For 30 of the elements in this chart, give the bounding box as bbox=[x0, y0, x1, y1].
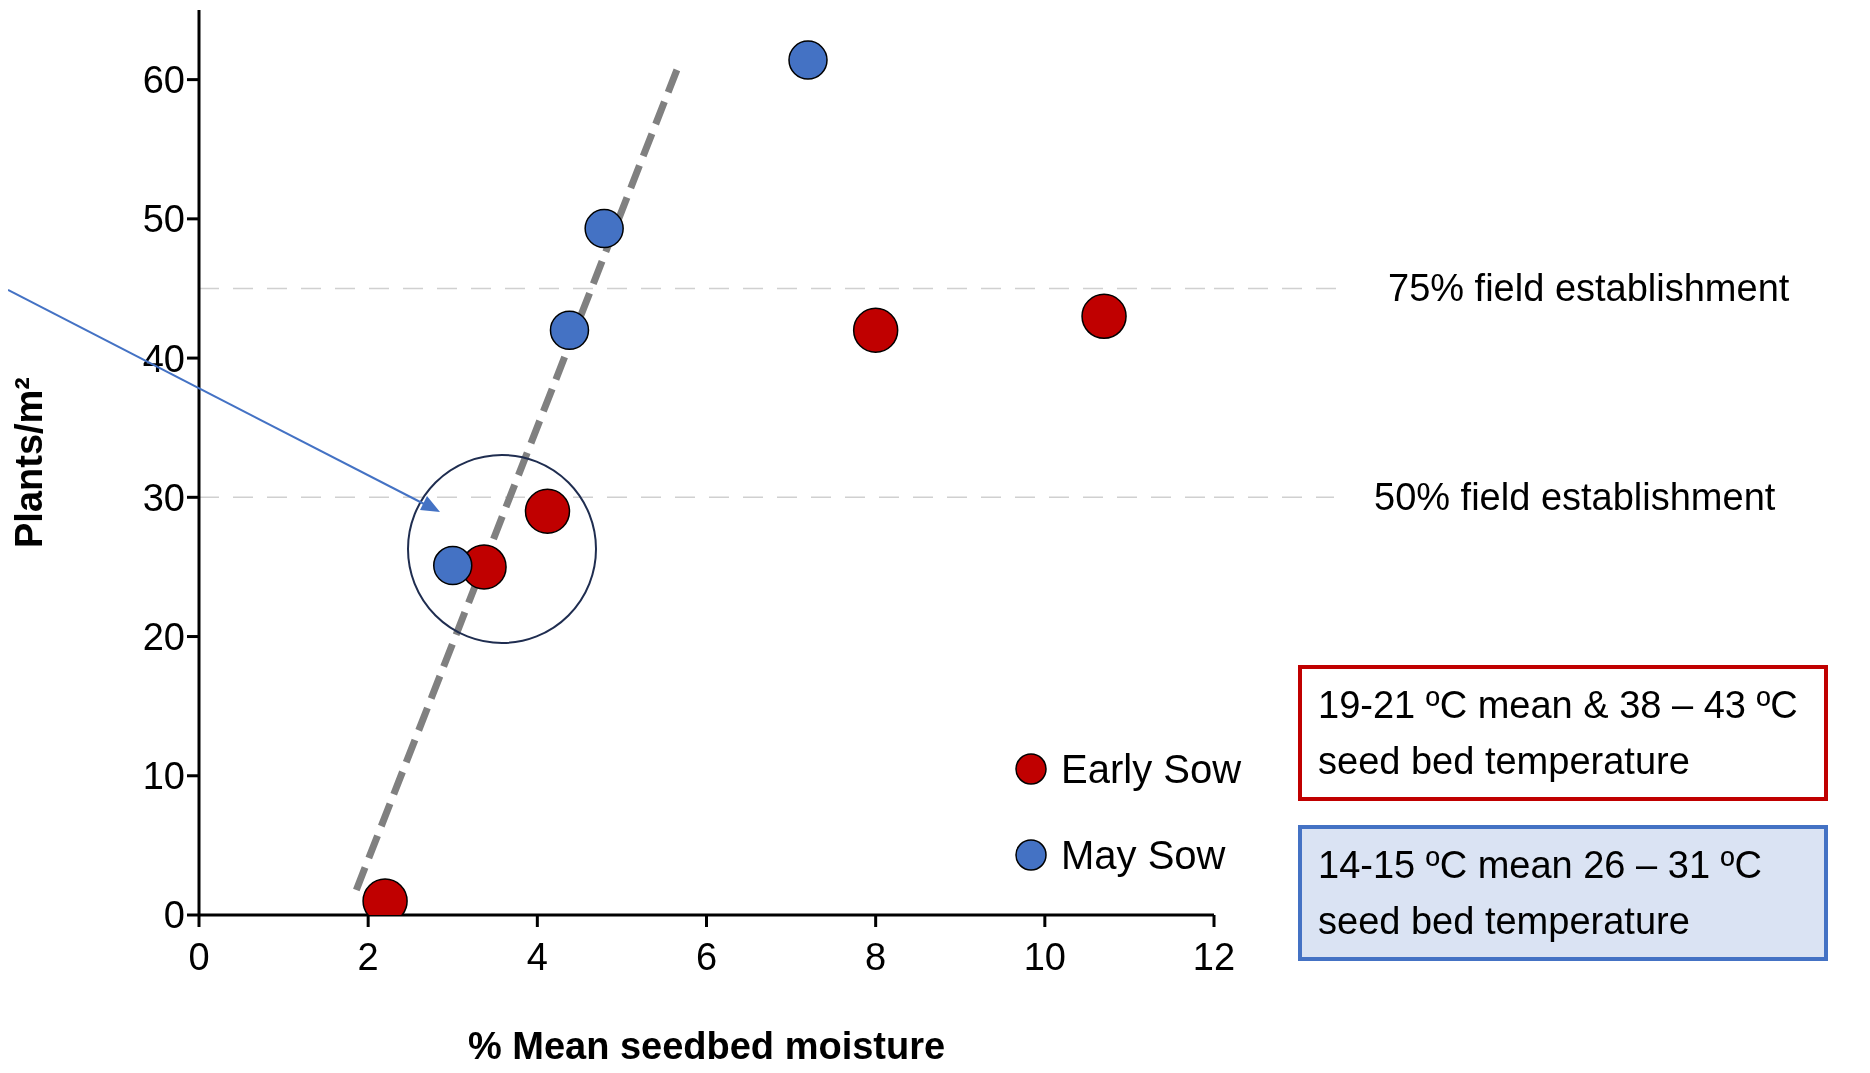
ref-line-label: 75% field establishment bbox=[1388, 267, 1790, 310]
text: seed bed temperature bbox=[1318, 899, 1691, 944]
point bbox=[524, 488, 571, 534]
point bbox=[549, 310, 590, 350]
y-tick-label: 0 bbox=[163, 894, 185, 937]
y-tick-label: 50 bbox=[142, 198, 185, 241]
legend-label: Early Sow bbox=[1061, 746, 1242, 792]
point bbox=[1081, 293, 1127, 340]
text: 19-21 ºC mean & 38 – 43 ºC bbox=[1318, 683, 1799, 728]
ref-line-label: 50% field establishment bbox=[1374, 476, 1776, 519]
x-tick-label: 6 bbox=[695, 935, 718, 978]
legend-label: May Sow bbox=[1061, 832, 1226, 878]
x-tick-label: 8 bbox=[865, 935, 887, 978]
y-tick-label: 60 bbox=[142, 59, 185, 102]
x-tick-label: 2 bbox=[357, 935, 379, 978]
y-axis-title: Plants/m² bbox=[8, 376, 50, 549]
y-tick-label: 40 bbox=[142, 337, 185, 380]
x-tick-label: 10 bbox=[1023, 935, 1066, 978]
point bbox=[788, 40, 828, 80]
y-tick-label: 20 bbox=[142, 616, 185, 659]
point bbox=[433, 545, 473, 586]
x-axis-title: % Mean seedbed moisture bbox=[467, 1025, 946, 1067]
text: seed bed temperature bbox=[1318, 739, 1691, 784]
text: 14-15 ºC mean 26 – 31 ºC bbox=[1318, 843, 1763, 888]
point bbox=[852, 307, 899, 353]
y-tick-label: 30 bbox=[142, 476, 185, 519]
x-tick-label: 12 bbox=[1192, 935, 1236, 978]
y-tick-label: 10 bbox=[142, 755, 185, 798]
x-tick-label: 4 bbox=[526, 935, 548, 978]
point bbox=[584, 208, 624, 249]
